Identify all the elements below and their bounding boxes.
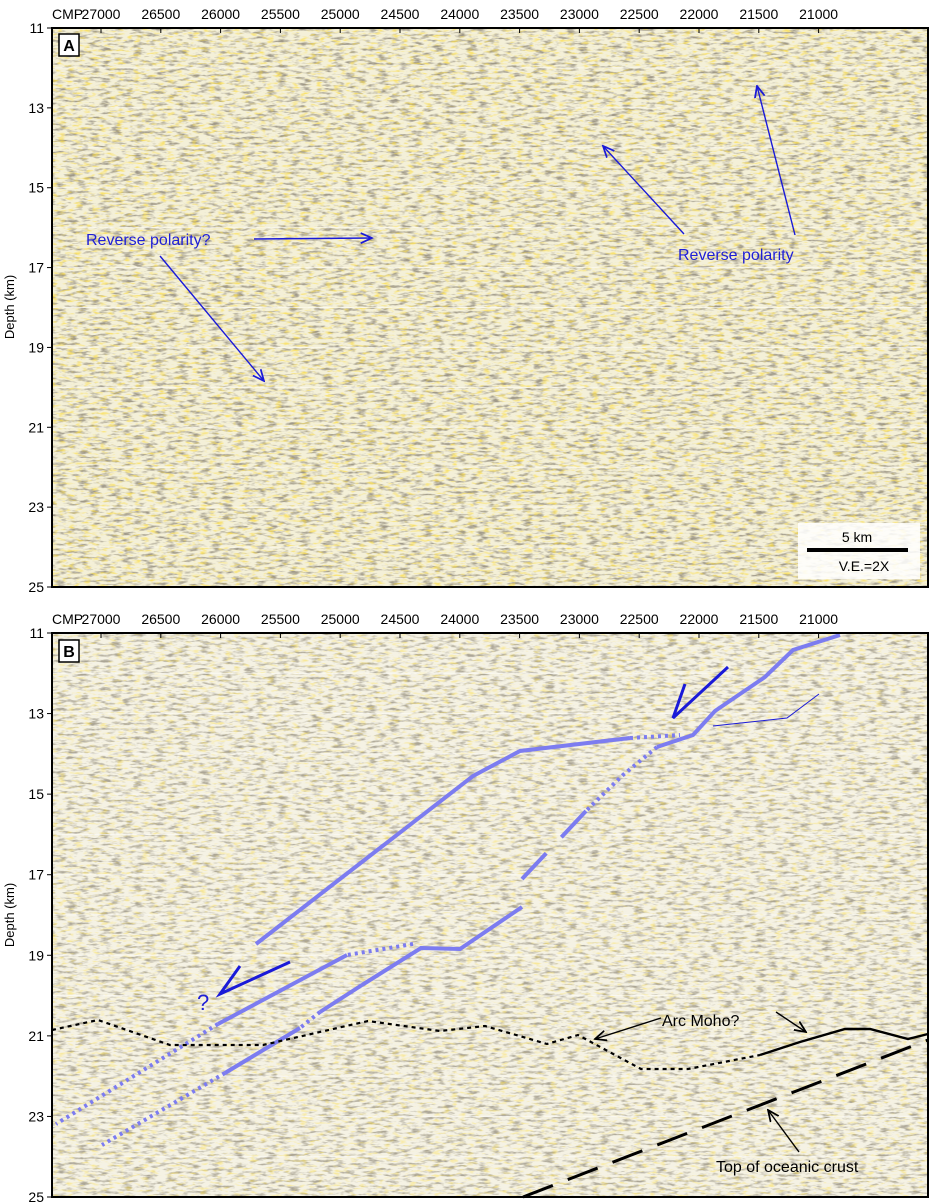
panel-b-letter: B — [63, 644, 75, 661]
panel-a-frame — [51, 27, 929, 588]
cmp-tick-label: 22500 — [620, 6, 659, 22]
cmp-tick-label: 24500 — [381, 611, 420, 627]
depth-tick-label: 19 — [28, 339, 44, 355]
lower-fault-segment — [223, 1026, 302, 1075]
depth-tick-label: 21 — [28, 1028, 44, 1044]
cmp-tick-label: 25500 — [261, 611, 300, 627]
shear-sense-arrow-lower — [215, 960, 291, 998]
arc-moho-arrow-left — [595, 1017, 662, 1039]
panel-b-ylabel: Depth (km) — [2, 883, 17, 947]
depth-tick-label: 13 — [28, 706, 44, 722]
panel-b: ? Arc Moho? Top of oceanic crust B CMP 2… — [2, 611, 929, 1203]
panel-b-depth-gridlines — [52, 672, 928, 1158]
depth-tick-label: 17 — [28, 260, 44, 276]
depth-tick-label: 15 — [28, 786, 44, 802]
oceanic-crust-top — [522, 1038, 929, 1199]
depth-tick-label: 11 — [29, 20, 44, 36]
shear-sense-arrow-upper — [671, 665, 730, 720]
oceanic-crust-arrow — [768, 1110, 800, 1153]
depth-tick-label: 21 — [28, 419, 44, 435]
panel-a-letter-box — [58, 33, 80, 57]
panel-a: A CMP 27000 26500 26000 25500 25000 24500 2400… — [2, 6, 929, 595]
cmp-tick-label: 24500 — [381, 6, 420, 22]
depth-tick-label: 25 — [28, 579, 44, 595]
cmp-tick-label: 23500 — [500, 6, 539, 22]
panel-a-letter: A — [63, 38, 75, 55]
panel-a-cmp-prefix: CMP — [52, 6, 83, 22]
cmp-tick-label: 25500 — [261, 6, 300, 22]
lower-fault-dotted-bottom — [100, 1071, 227, 1147]
upper-fault-northeast — [656, 633, 841, 749]
cmp-tick-label: 21000 — [799, 6, 838, 22]
arc-moho-arrow-right — [775, 1011, 806, 1032]
depth-tick-label: 25 — [28, 1189, 44, 1203]
middle-fault-lower — [360, 905, 524, 987]
depth-tick-label: 11 — [29, 625, 44, 641]
cmp-tick-label: 21500 — [739, 6, 778, 22]
cmp-tick-label: 26000 — [201, 6, 240, 22]
panel-a-arrow-to-25000 — [253, 238, 372, 239]
panel-a-ylabel: Depth (km) — [2, 275, 17, 339]
panel-a-cmp-axis: 27000 26500 26000 25500 25000 24500 24000 23500… — [82, 6, 838, 33]
arc-moho-label: Arc Moho? — [662, 1013, 739, 1030]
cmp-tick-label: 21500 — [739, 611, 778, 627]
oceanic-crust-label: Top of oceanic crust — [716, 1159, 859, 1176]
lower-fault-solid — [318, 983, 364, 1014]
panel-a-arrow-to-25800 — [159, 255, 264, 381]
cmp-tick-label: 27000 — [82, 6, 121, 22]
panel-b-cmp-axis: 27000 26500 26000 25500 25000 24500 24000 23500… — [82, 611, 838, 638]
cmp-tick-label: 24000 — [440, 6, 479, 22]
panel-a-reverse-polarity-question: Reverse polarity? — [86, 232, 211, 249]
cmp-tick-label: 23000 — [560, 6, 599, 22]
panel-a-reverse-polarity: Reverse polarity — [678, 247, 794, 264]
cmp-tick-label: 22000 — [680, 6, 719, 22]
upper-fault-dotted-segment — [629, 733, 681, 740]
cmp-tick-label: 21000 — [799, 611, 838, 627]
upper-fault-solid — [254, 736, 631, 946]
cmp-tick-label: 25000 — [321, 6, 360, 22]
middle-fault-to-sw — [217, 953, 348, 1026]
fault-interpretation — [54, 633, 841, 1147]
cmp-tick-label: 26500 — [141, 6, 180, 22]
depth-tick-label: 19 — [28, 947, 44, 963]
panel-a-scale-length: 5 km — [842, 529, 872, 545]
cmp-tick-label: 22500 — [620, 611, 659, 627]
cmp-tick-label: 24000 — [440, 611, 479, 627]
cmp-tick-label: 22000 — [680, 611, 719, 627]
depth-tick-label: 15 — [28, 180, 44, 196]
cmp-tick-label: 27000 — [82, 611, 121, 627]
depth-tick-label: 23 — [28, 499, 44, 515]
panel-a-arrow-to-22900 — [603, 146, 685, 235]
panel-b-depth-axis: 11 13 15 17 19 21 23 25 — [28, 625, 52, 1203]
depth-tick-label: 13 — [28, 100, 44, 116]
lower-fault-dotted-mid — [298, 1010, 322, 1030]
panel-a-depth-gridlines — [52, 67, 928, 548]
fault-question-mark: ? — [197, 990, 209, 1015]
middle-fault-upper-dotted — [584, 745, 659, 813]
cmp-tick-label: 23000 — [560, 611, 599, 627]
depth-tick-label: 23 — [28, 1108, 44, 1124]
cmp-tick-label: 26000 — [201, 611, 240, 627]
panel-a-scale-ve: V.E.=2X — [839, 558, 890, 574]
panel-a-depth-axis: 11 13 15 17 19 21 23 25 — [28, 20, 52, 595]
panel-b-letter-box — [58, 639, 80, 663]
panel-b-frame — [51, 632, 929, 1198]
middle-fault-dashed — [520, 809, 588, 881]
thin-blue-reflector — [712, 693, 820, 727]
cmp-tick-label: 25000 — [321, 611, 360, 627]
depth-tick-label: 17 — [28, 867, 44, 883]
arc-moho-solid — [759, 1027, 929, 1057]
panel-a-arrow-to-21900 — [757, 86, 796, 236]
cmp-tick-label: 26500 — [141, 611, 180, 627]
panel-b-cmp-prefix: CMP — [52, 611, 83, 627]
cmp-tick-label: 23500 — [500, 611, 539, 627]
arc-moho-dashed — [51, 1018, 761, 1071]
